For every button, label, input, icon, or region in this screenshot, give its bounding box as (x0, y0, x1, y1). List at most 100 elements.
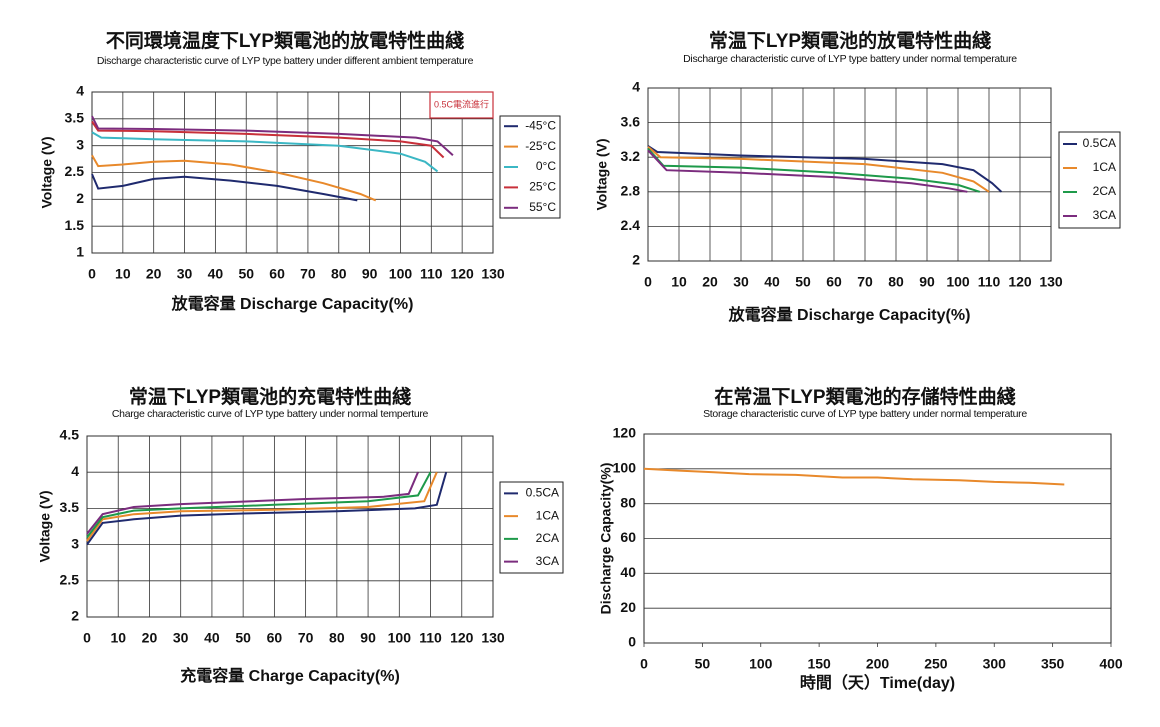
series-line (86, 471, 432, 539)
y-tick-label: 2 (76, 190, 84, 206)
y-tick-label: 4.5 (60, 427, 80, 443)
series-line (86, 471, 448, 546)
x-tick-label: 30 (177, 266, 193, 282)
chart-title: 在常温下LYP類電池的存儲特性曲綫 (714, 385, 1015, 408)
x-tick-label: 90 (360, 630, 376, 646)
y-tick-label: 4 (76, 83, 84, 99)
x-tick-label: 20 (146, 266, 162, 282)
x-tick-label: 110 (978, 274, 1001, 290)
x-tick-label: 0 (640, 656, 648, 672)
x-tick-label: 150 (807, 656, 831, 672)
y-tick-label: 4 (71, 463, 79, 479)
chart-subtitle: Discharge characteristic curve of LYP ty… (97, 55, 474, 67)
y-tick-label: 2.4 (621, 217, 641, 233)
x-tick-label: 200 (866, 656, 890, 672)
x-tick-label: 90 (362, 266, 378, 282)
y-tick-label: 3.5 (65, 110, 85, 126)
x-axis-label: 時間（天）Time(day) (800, 673, 955, 692)
x-tick-label: 60 (269, 266, 285, 282)
y-tick-label: 4 (632, 79, 640, 95)
y-tick-label: 80 (620, 494, 636, 510)
y-tick-label: 2.5 (60, 572, 80, 588)
legend-label: 25°C (529, 180, 556, 194)
legend-label: 55°C (529, 200, 556, 214)
legend-label: -25°C (525, 139, 556, 153)
y-tick-label: 1 (76, 244, 84, 260)
series-line (647, 146, 990, 193)
chart-subtitle: Charge characteristic curve of LYP type … (112, 408, 429, 420)
x-tick-label: 400 (1099, 656, 1123, 672)
legend-label: 2CA (1093, 184, 1116, 198)
chart-subtitle: Storage characteristic curve of LYP type… (703, 408, 1027, 420)
x-tick-label: 120 (1008, 274, 1032, 290)
x-tick-label: 80 (331, 266, 347, 282)
series-line (91, 173, 358, 202)
x-tick-label: 20 (142, 630, 158, 646)
series-line (86, 471, 419, 535)
x-tick-label: 110 (419, 630, 442, 646)
y-tick-label: 60 (620, 529, 636, 545)
y-axis-label: Voltage (V) (594, 138, 610, 210)
series-line (91, 131, 439, 173)
x-tick-label: 130 (481, 630, 505, 646)
annotation: 0.5C電流進行 (434, 98, 489, 109)
y-tick-label: 3 (76, 136, 84, 152)
x-tick-label: 70 (298, 630, 314, 646)
x-tick-label: 110 (420, 266, 443, 282)
x-tick-label: 40 (208, 266, 224, 282)
legend-label: 2CA (536, 531, 559, 545)
x-tick-label: 10 (110, 630, 126, 646)
x-tick-label: 130 (481, 266, 505, 282)
y-axis-label: Discharge Capacity(%) (598, 463, 614, 615)
legend-label: 3CA (536, 554, 559, 568)
y-axis-label: Voltage (V) (37, 490, 53, 562)
x-tick-label: 50 (695, 656, 711, 672)
y-tick-label: 2 (71, 608, 79, 624)
series-line (86, 471, 438, 542)
x-tick-label: 100 (946, 274, 970, 290)
y-tick-label: 2 (632, 252, 640, 268)
legend-label: -45°C (525, 118, 556, 132)
legend-box (1058, 131, 1121, 229)
x-tick-label: 40 (204, 630, 220, 646)
x-tick-label: 50 (795, 274, 811, 290)
x-tick-label: 350 (1041, 656, 1065, 672)
x-axis-label: 充電容量 Charge Capacity(%) (180, 666, 400, 685)
y-tick-label: 20 (620, 599, 636, 615)
x-tick-label: 40 (764, 274, 780, 290)
x-tick-label: 100 (749, 656, 773, 672)
x-tick-label: 100 (388, 630, 412, 646)
series-line (91, 120, 445, 159)
y-axis-label: Voltage (V) (39, 136, 55, 208)
x-tick-label: 50 (235, 630, 251, 646)
chart-title: 常温下LYP類電池的放電特性曲綫 (709, 29, 991, 52)
x-tick-label: 130 (1039, 274, 1063, 290)
x-tick-label: 50 (238, 266, 254, 282)
x-tick-label: 0 (644, 274, 652, 290)
legend-label: 0°C (536, 159, 556, 173)
y-tick-label: 3.6 (621, 113, 641, 129)
series-line (91, 115, 454, 157)
x-tick-label: 30 (173, 630, 189, 646)
x-tick-label: 90 (919, 274, 935, 290)
y-tick-label: 3.5 (60, 499, 80, 515)
y-tick-label: 120 (613, 425, 637, 441)
x-tick-label: 120 (450, 630, 474, 646)
x-tick-label: 120 (450, 266, 474, 282)
legend-label: 1CA (1093, 160, 1116, 174)
y-tick-label: 1.5 (65, 217, 85, 233)
series-line (647, 145, 1003, 193)
series-line (647, 149, 968, 193)
x-tick-label: 250 (924, 656, 948, 672)
series-line (643, 467, 1065, 486)
x-tick-label: 70 (857, 274, 873, 290)
x-tick-label: 0 (88, 266, 96, 282)
chart-title: 不同環境温度下LYP類電池的放電特性曲綫 (106, 29, 464, 52)
x-tick-label: 80 (329, 630, 345, 646)
legend-label: 0.5CA (1083, 136, 1116, 150)
x-axis-label: 放電容量 Discharge Capacity(%) (728, 305, 971, 324)
x-tick-label: 60 (826, 274, 842, 290)
chart-title: 常温下LYP類電池的充電特性曲綫 (129, 385, 411, 408)
x-tick-label: 100 (389, 266, 413, 282)
